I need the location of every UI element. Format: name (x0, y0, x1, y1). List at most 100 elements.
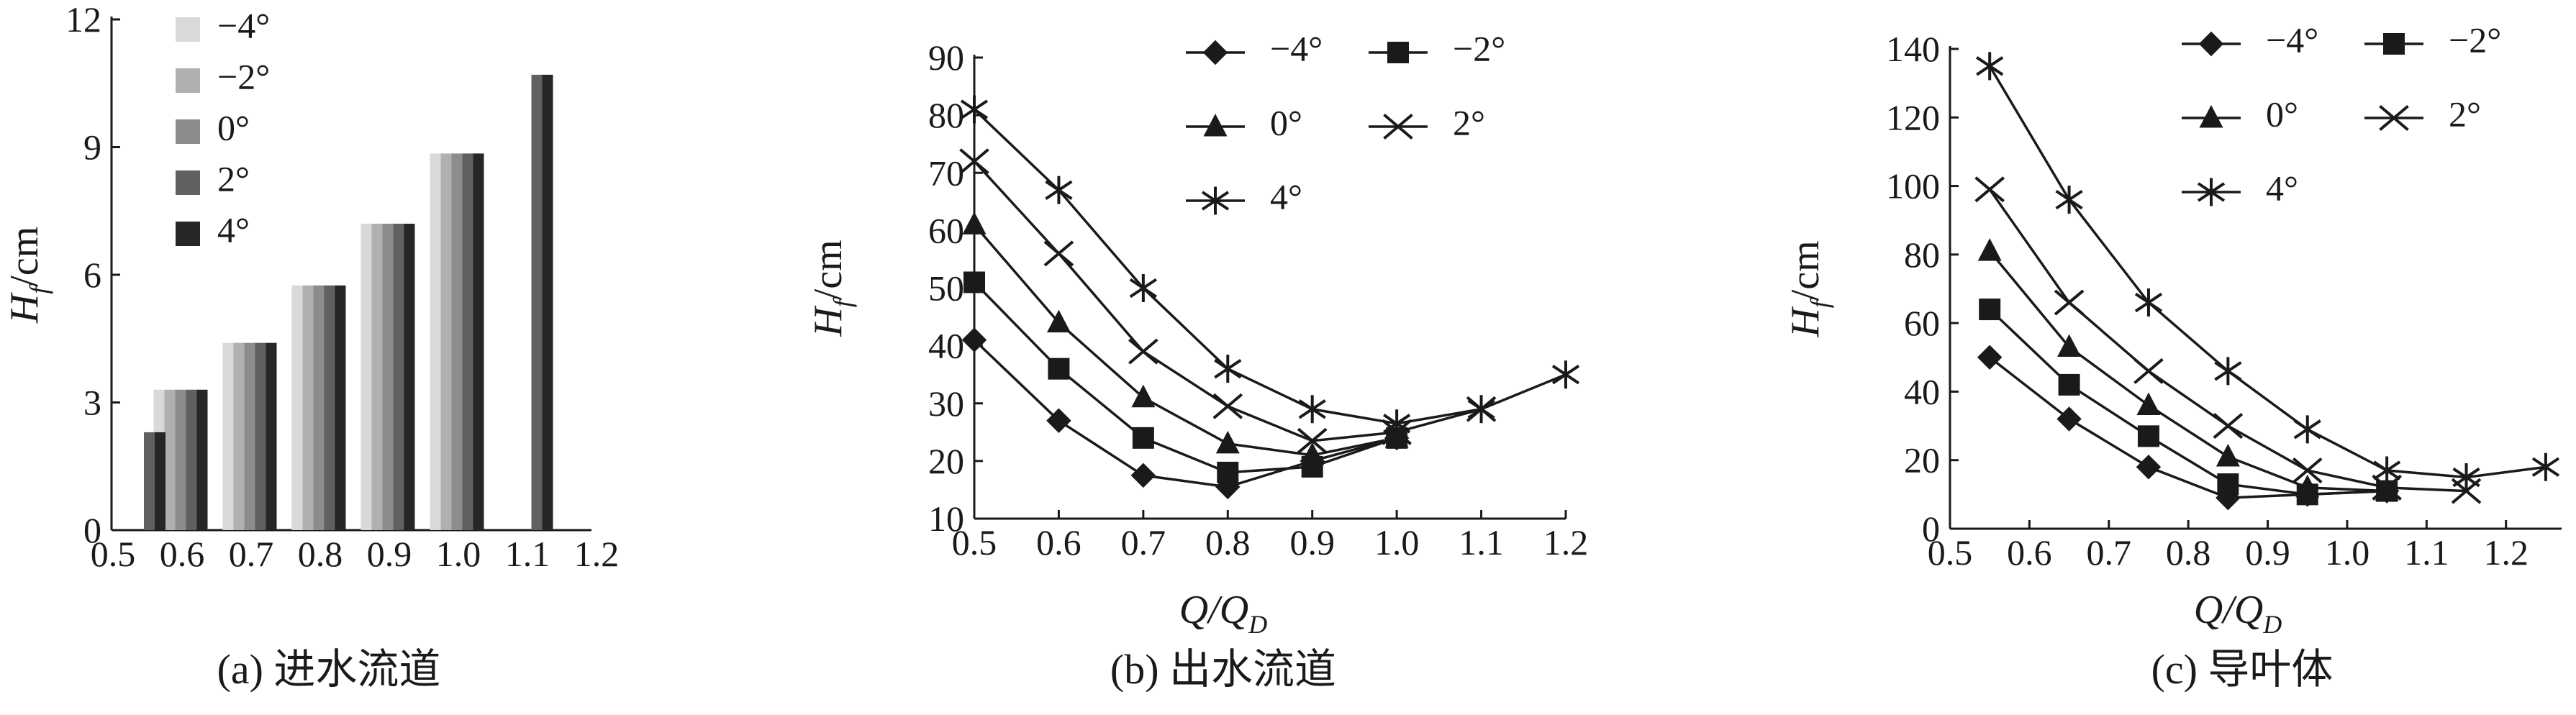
bar (313, 285, 325, 530)
bar (302, 285, 314, 530)
series-line (973, 339, 1397, 488)
marker (960, 95, 989, 124)
y-tick-label: 80 (928, 95, 964, 135)
marker (2214, 357, 2242, 386)
subplot: 10 20 30 40 50 60 70 80 90 Hf/cm (b) 出水流道 0.5 0.6 0.7… (806, 28, 1588, 693)
marker (2213, 413, 2244, 440)
bar (155, 432, 165, 530)
y-tick-label: 40 (928, 326, 964, 366)
series-line (1989, 356, 2387, 499)
marker (2055, 186, 2083, 214)
legend-label: 4° (2266, 168, 2298, 208)
marker (961, 327, 987, 352)
bar (255, 342, 266, 530)
x-tick-label: 0.9 (367, 534, 412, 574)
y-tick-label: 60 (1904, 303, 1940, 343)
legend-label: 2° (2449, 94, 2481, 134)
legend-swatch (176, 119, 200, 144)
bar (244, 342, 255, 530)
marker (2057, 334, 2082, 357)
x-tick-label: 0.7 (2087, 532, 2132, 573)
x-tick-label: 0.8 (2166, 532, 2211, 573)
y-label-rest: /cm (1783, 240, 1828, 301)
y-tick-label: 140 (1886, 29, 1940, 69)
x-tick-label: 0.7 (229, 534, 274, 574)
y-tick-label: 40 (1904, 371, 1940, 411)
y-label-main: H (2, 292, 47, 324)
legend-swatch (176, 222, 200, 246)
series-line (973, 160, 1482, 442)
x-tick-label: 0.9 (1289, 522, 1335, 563)
bar (451, 153, 463, 530)
x-tick-label: 1.2 (1543, 522, 1589, 563)
bar (462, 153, 473, 530)
y-axis-label: Hf/cm (806, 240, 857, 337)
marker (1215, 430, 1240, 454)
x-tick-label: 1.1 (2404, 532, 2449, 573)
bar (186, 389, 197, 530)
marker (1977, 238, 2002, 261)
y-tick-label: 70 (928, 152, 964, 193)
marker (1214, 355, 1242, 383)
marker (2379, 104, 2409, 132)
legend-swatch (176, 17, 200, 42)
marker (2372, 474, 2402, 501)
x-tick-label: 0.5 (1928, 532, 1973, 573)
y-tick-label: 0 (1922, 509, 1940, 549)
x-label-sub: D (2262, 610, 2282, 639)
x-tick-label: 1.2 (2483, 532, 2529, 573)
legend-label: −4° (217, 5, 270, 45)
legend-label: 4° (1270, 176, 1302, 217)
bar (266, 342, 277, 530)
bar (542, 74, 553, 530)
x-label-sub: D (1248, 610, 1267, 639)
y-tick-label: 0 (83, 510, 101, 550)
marker (2199, 105, 2223, 128)
marker (2293, 415, 2321, 444)
x-tick-label: 0.9 (2245, 532, 2290, 573)
marker (2058, 373, 2080, 396)
x-axis-label: Q/QD (2194, 588, 2282, 639)
y-tick-label: 80 (1904, 234, 1940, 275)
subplot: 0 20 40 60 80 100 120 140 Hf/cm (c) 导叶体 0.5 0.6 0.7 0… (1783, 19, 2562, 693)
marker (1045, 176, 1073, 204)
marker (2137, 425, 2159, 447)
bar (404, 224, 415, 530)
marker (2452, 463, 2480, 492)
caption: (a) 进水流道 (217, 646, 441, 693)
caption: (b) 出水流道 (1110, 646, 1336, 693)
y-tick-label: 20 (928, 441, 964, 481)
marker (2197, 178, 2226, 206)
bar (371, 224, 383, 530)
marker (1046, 408, 1071, 434)
x-tick-label: 0.5 (91, 534, 136, 574)
marker (959, 148, 989, 175)
marker (1300, 442, 1325, 465)
marker (2217, 473, 2239, 496)
marker (1976, 52, 2004, 81)
marker (1383, 409, 1411, 438)
bar (175, 389, 186, 530)
marker (2198, 31, 2224, 57)
caption: (c) 导叶体 (2151, 646, 2334, 693)
x-tick-label: 0.5 (952, 522, 997, 563)
marker (1979, 299, 2001, 321)
x-label-main: Q/Q (1179, 588, 1248, 632)
y-axis-label: Hf/cm (2, 227, 53, 324)
marker (2383, 33, 2405, 55)
bar (440, 153, 452, 530)
marker (2054, 289, 2085, 316)
legend-label: 4° (217, 209, 250, 250)
x-tick-label: 1.0 (436, 534, 481, 574)
series-line (973, 281, 1397, 474)
y-tick-label: 60 (928, 210, 964, 250)
bar (393, 224, 404, 530)
legend-swatch (176, 170, 200, 195)
marker (2136, 392, 2161, 415)
series-line (1988, 308, 2387, 496)
marker (2216, 443, 2240, 467)
marker (1551, 360, 1580, 389)
marker (1043, 240, 1074, 267)
legend-label: 0° (1270, 102, 1302, 142)
